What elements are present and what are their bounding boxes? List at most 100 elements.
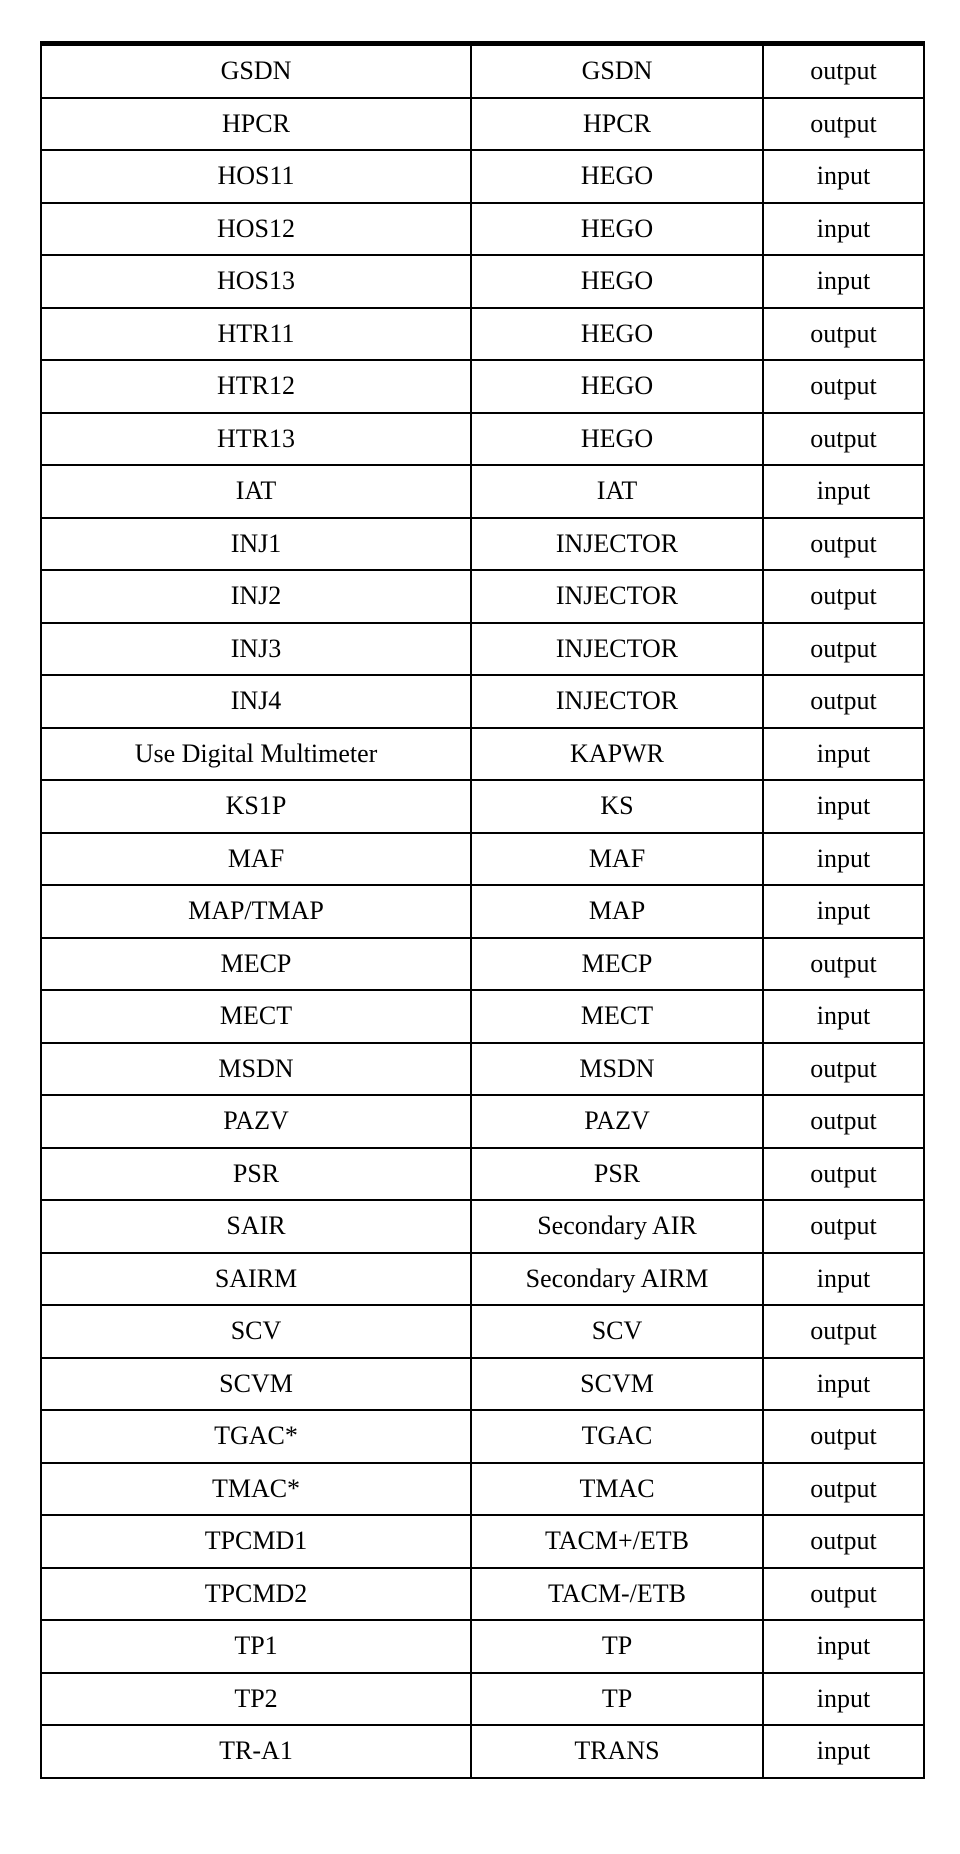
table-row: HPCR HPCR output [40, 96, 925, 151]
table-row: HOS12 HEGO input [40, 201, 925, 256]
direction-cell: output [762, 1304, 925, 1359]
direction-cell: input [762, 201, 925, 256]
table-row: TR-A1 TRANS input [40, 1724, 925, 1779]
component-cell: INJECTOR [470, 516, 764, 571]
table-row: SCVM SCVM input [40, 1356, 925, 1411]
signal-name-cell: IAT [40, 464, 472, 519]
component-cell: INJECTOR [470, 674, 764, 729]
table-row: HTR11 HEGO output [40, 306, 925, 361]
direction-cell: input [762, 831, 925, 886]
signal-name-cell: MECT [40, 989, 472, 1044]
direction-cell: output [762, 674, 925, 729]
direction-cell: output [762, 1514, 925, 1569]
direction-cell: output [762, 1409, 925, 1464]
component-cell: HEGO [470, 306, 764, 361]
component-cell: TACM+/ETB [470, 1514, 764, 1569]
table-row: HOS11 HEGO input [40, 149, 925, 204]
direction-cell: input [762, 1356, 925, 1411]
signal-name-cell: INJ3 [40, 621, 472, 676]
component-cell: KAPWR [470, 726, 764, 781]
signal-name-cell: SAIRM [40, 1251, 472, 1306]
direction-cell: output [762, 1566, 925, 1621]
signal-name-cell: MAP/TMAP [40, 884, 472, 939]
signal-name-cell: HTR12 [40, 359, 472, 414]
direction-cell: output [762, 411, 925, 466]
direction-cell: output [762, 306, 925, 361]
table-row: KS1P KS input [40, 779, 925, 834]
table-row: Use Digital Multimeter KAPWR input [40, 726, 925, 781]
component-cell: HEGO [470, 201, 764, 256]
component-cell: INJECTOR [470, 569, 764, 624]
component-cell: KS [470, 779, 764, 834]
direction-cell: output [762, 621, 925, 676]
table-row: MECP MECP output [40, 936, 925, 991]
table-row: INJ2 INJECTOR output [40, 569, 925, 624]
signal-name-cell: MAF [40, 831, 472, 886]
component-cell: TMAC [470, 1461, 764, 1516]
direction-cell: input [762, 1251, 925, 1306]
table-row: INJ3 INJECTOR output [40, 621, 925, 676]
component-cell: PSR [470, 1146, 764, 1201]
component-cell: GSDN [470, 42, 764, 99]
direction-cell: output [762, 1041, 925, 1096]
table-row: HTR12 HEGO output [40, 359, 925, 414]
component-cell: HEGO [470, 411, 764, 466]
component-cell: IAT [470, 464, 764, 519]
signal-name-cell: HOS11 [40, 149, 472, 204]
component-cell: INJECTOR [470, 621, 764, 676]
signal-name-cell: HTR13 [40, 411, 472, 466]
direction-cell: output [762, 569, 925, 624]
direction-cell: input [762, 779, 925, 834]
direction-cell: output [762, 359, 925, 414]
component-cell: SCV [470, 1304, 764, 1359]
signal-name-cell: SAIR [40, 1199, 472, 1254]
component-cell: HPCR [470, 96, 764, 151]
signal-name-cell: TP2 [40, 1671, 472, 1726]
table-row: IAT IAT input [40, 464, 925, 519]
component-cell: PAZV [470, 1094, 764, 1149]
direction-cell: output [762, 42, 925, 99]
component-cell: TGAC [470, 1409, 764, 1464]
component-cell: MAP [470, 884, 764, 939]
component-cell: MECP [470, 936, 764, 991]
signal-name-cell: HOS12 [40, 201, 472, 256]
table-row: SAIRM Secondary AIRM input [40, 1251, 925, 1306]
direction-cell: output [762, 936, 925, 991]
table-row: SAIR Secondary AIR output [40, 1199, 925, 1254]
signal-table: GSDN GSDN output HPCR HPCR output HOS11 HEGO inp… [40, 41, 925, 1779]
direction-cell: output [762, 1461, 925, 1516]
signal-name-cell: SCV [40, 1304, 472, 1359]
table-row: TP2 TP input [40, 1671, 925, 1726]
signal-name-cell: TGAC* [40, 1409, 472, 1464]
table-row: HTR13 HEGO output [40, 411, 925, 466]
direction-cell: input [762, 149, 925, 204]
component-cell: TRANS [470, 1724, 764, 1779]
component-cell: HEGO [470, 359, 764, 414]
signal-name-cell: Use Digital Multimeter [40, 726, 472, 781]
signal-name-cell: INJ1 [40, 516, 472, 571]
direction-cell: input [762, 1619, 925, 1674]
signal-name-cell: HPCR [40, 96, 472, 151]
signal-name-cell: HOS13 [40, 254, 472, 309]
component-cell: SCVM [470, 1356, 764, 1411]
table-row: PAZV PAZV output [40, 1094, 925, 1149]
direction-cell: input [762, 989, 925, 1044]
table-row: SCV SCV output [40, 1304, 925, 1359]
component-cell: Secondary AIRM [470, 1251, 764, 1306]
direction-cell: input [762, 1724, 925, 1779]
direction-cell: output [762, 1094, 925, 1149]
table-row: HOS13 HEGO input [40, 254, 925, 309]
signal-name-cell: TP1 [40, 1619, 472, 1674]
direction-cell: input [762, 1671, 925, 1726]
table-row: MSDN MSDN output [40, 1041, 925, 1096]
table-row: MAP/TMAP MAP input [40, 884, 925, 939]
component-cell: HEGO [470, 254, 764, 309]
signal-name-cell: MECP [40, 936, 472, 991]
component-cell: MAF [470, 831, 764, 886]
component-cell: MSDN [470, 1041, 764, 1096]
table-row: INJ4 INJECTOR output [40, 674, 925, 729]
table-row: MAF MAF input [40, 831, 925, 886]
direction-cell: input [762, 464, 925, 519]
direction-cell: input [762, 254, 925, 309]
direction-cell: output [762, 1199, 925, 1254]
